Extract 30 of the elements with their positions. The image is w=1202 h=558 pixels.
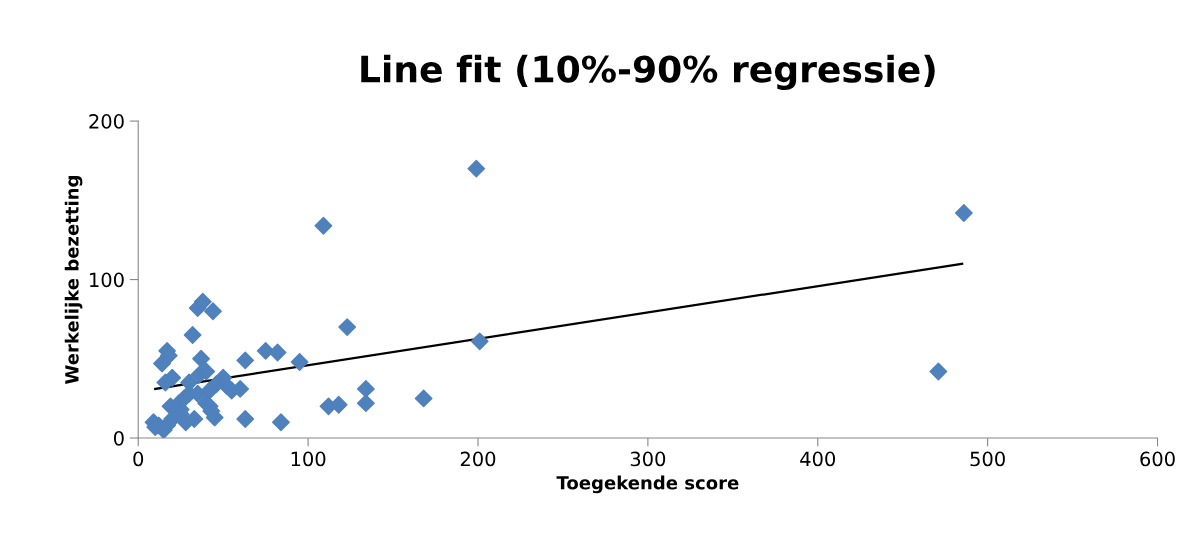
x-axis-title: Toegekende score	[556, 475, 739, 494]
x-tick-label: 400	[800, 451, 836, 467]
y-tick-label: 100	[90, 272, 124, 288]
point	[236, 410, 255, 428]
point	[954, 204, 973, 222]
x-tick-label: 300	[630, 451, 666, 467]
point	[414, 389, 433, 408]
point	[268, 343, 287, 362]
x-tick-label: 0	[133, 451, 144, 467]
point	[470, 332, 489, 351]
point	[236, 351, 255, 370]
point	[356, 394, 375, 413]
x-tick-label: 200	[460, 451, 496, 467]
y-axis-title: Werkelijke bezetting	[64, 176, 83, 385]
point	[183, 326, 202, 344]
point	[929, 362, 948, 381]
x-tick-label: 500	[970, 451, 1005, 467]
point	[204, 302, 222, 321]
point	[338, 318, 357, 337]
x-tick-label: 600	[1140, 451, 1175, 467]
point	[290, 353, 309, 371]
y-tick-label: 0	[113, 430, 124, 446]
x-tick-label: 100	[291, 451, 326, 467]
point	[192, 349, 210, 368]
point	[467, 159, 486, 178]
y-tick-label: 200	[89, 114, 124, 129]
point	[356, 379, 375, 398]
chart-title: Line fit (10%-90% regressie)	[361, 54, 935, 90]
point	[314, 216, 333, 235]
point	[272, 413, 290, 432]
